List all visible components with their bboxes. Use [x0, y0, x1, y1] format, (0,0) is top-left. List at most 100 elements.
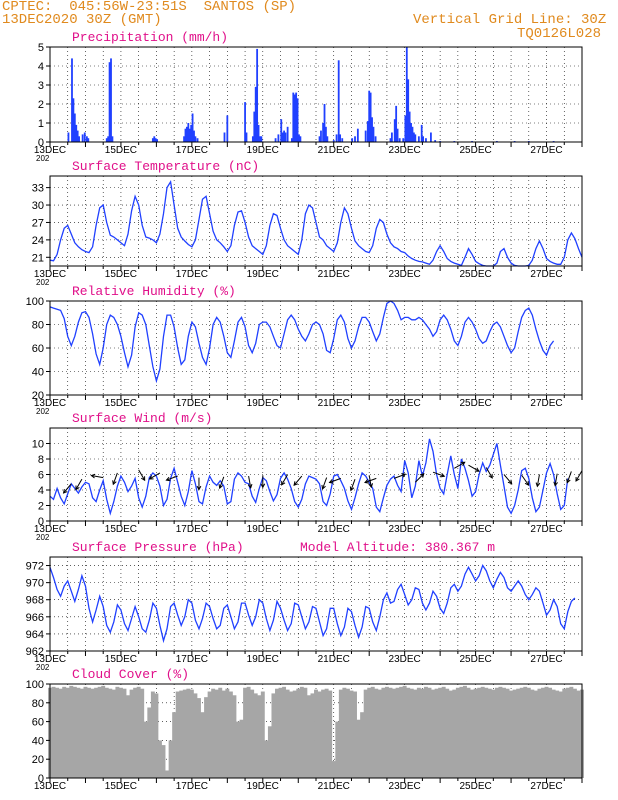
header-model-id: TQ0126L028 — [517, 26, 602, 42]
wind-arrow-head — [112, 480, 117, 486]
precip-bar — [351, 138, 354, 142]
panel-5: Surface Pressure (hPa) Model Altitude: 38… — [26, 540, 583, 672]
precip-bar — [292, 92, 295, 142]
y-tick-label: 6 — [38, 470, 44, 482]
cloud-bar — [179, 690, 184, 778]
cloud-bar — [314, 689, 318, 778]
precip-bar — [411, 126, 414, 142]
cloud-bar — [530, 689, 535, 778]
cloud-bar — [555, 690, 560, 778]
precip-bar — [320, 130, 322, 142]
panel-1: Precipitation (mm/h) 0 1 2 3 4 5 13DEC 15DEC 17DE… — [34, 30, 583, 163]
cloud-bar — [470, 689, 475, 778]
x-tick-label: 21DEC — [318, 654, 350, 665]
y-tick-label: 2 — [38, 501, 44, 513]
x-tick-label: 15DEC — [105, 781, 137, 792]
cloud-bar — [384, 686, 389, 778]
cloud-bar — [441, 686, 446, 778]
x-tick-label: 15DEC — [105, 524, 137, 535]
y-tick-label: 100 — [26, 679, 44, 691]
wind-arrow-shaft — [248, 475, 252, 488]
x-tick-label: 21DEC — [318, 781, 350, 792]
y-tick-label: 8 — [38, 454, 44, 466]
cloud-bar — [267, 726, 272, 778]
cloud-bar — [225, 688, 230, 778]
cloud-bar — [58, 688, 63, 778]
precip-bar — [405, 47, 408, 142]
cloud-bar — [512, 689, 517, 778]
wind-arrow-head — [460, 461, 466, 466]
cloud-bar — [204, 697, 209, 778]
cloud-bar — [342, 687, 347, 778]
cloud-bar — [79, 688, 84, 778]
cloud-bar — [551, 689, 556, 778]
precip-bar — [257, 124, 260, 142]
wind-arrow-shaft — [503, 474, 513, 485]
cloud-bar — [519, 687, 524, 778]
cloud-bar — [572, 688, 577, 778]
precip-bar — [280, 119, 283, 142]
x-tick-label: 25DEC — [459, 781, 491, 792]
precip-bar — [295, 92, 298, 142]
cloud-bar — [565, 687, 570, 778]
precip-bar — [369, 92, 372, 142]
cloud-bar — [296, 688, 301, 778]
cloud-bar — [345, 688, 350, 778]
cloud-bar — [498, 686, 503, 778]
cloud-bar — [143, 721, 148, 778]
wind-arrow — [349, 478, 356, 492]
x-tick-label: 17DEC — [176, 269, 208, 280]
cloud-bar — [526, 687, 531, 778]
cloud-bar — [157, 740, 162, 778]
cloud-bar — [108, 688, 113, 778]
cloud-bar — [69, 685, 74, 778]
precip-bar — [193, 130, 195, 142]
y-tick-label: 968 — [26, 595, 44, 607]
precip-bar — [281, 132, 284, 142]
y-tick-label: 2 — [38, 99, 44, 111]
precip-bar — [293, 94, 296, 142]
cloud-bar — [445, 688, 450, 778]
cloud-bar — [321, 689, 326, 778]
precip-bar — [254, 86, 257, 142]
panel-3: Relative Humidity (%) 20 40 60 80 100 13DEC 15D… — [26, 284, 583, 416]
precip-bar — [85, 136, 88, 142]
wind-arrow — [364, 477, 377, 484]
cloud-bar — [133, 687, 138, 778]
wind-arrow — [575, 470, 583, 482]
wind-arrow-head — [474, 467, 480, 472]
wind-arrow-head — [419, 473, 425, 478]
precip-bar — [414, 134, 417, 142]
cloud-bar — [516, 688, 521, 778]
cloud-bar — [303, 687, 308, 778]
precip-bar — [226, 115, 229, 142]
y-tick-label: 21 — [32, 252, 44, 264]
x-tick-label: 25DEC — [459, 524, 491, 535]
cloud-bar — [193, 693, 198, 778]
wind-arrow — [260, 475, 266, 489]
precip-bar — [290, 138, 293, 142]
precip-bar — [404, 115, 407, 142]
precip-bar — [67, 132, 70, 142]
x-tick-label: 13DEC — [34, 654, 66, 665]
wind-arrow — [247, 475, 253, 489]
x-tick-label: 15DEC — [105, 654, 137, 665]
cloud-bar — [285, 689, 290, 778]
x-tick-label: 17DEC — [176, 145, 208, 156]
wind-arrow-head — [196, 485, 202, 491]
cloud-bar — [211, 688, 216, 778]
x-year-stub: 202 — [36, 663, 50, 672]
cloud-bar — [172, 712, 177, 778]
x-tick-label: 23DEC — [389, 398, 421, 409]
cloud-bar — [189, 689, 194, 778]
wind-arrow — [468, 464, 480, 472]
x-tick-label: 23DEC — [389, 269, 421, 280]
precip-bar — [260, 136, 263, 142]
cloud-bar — [278, 687, 283, 778]
precip-bar — [393, 119, 396, 142]
x-tick-label: 19DEC — [247, 269, 279, 280]
x-tick-label: 13DEC — [34, 781, 66, 792]
cloud-bar — [569, 686, 574, 778]
panel-title: Relative Humidity (%) — [72, 284, 236, 299]
wind-arrow — [75, 478, 83, 491]
